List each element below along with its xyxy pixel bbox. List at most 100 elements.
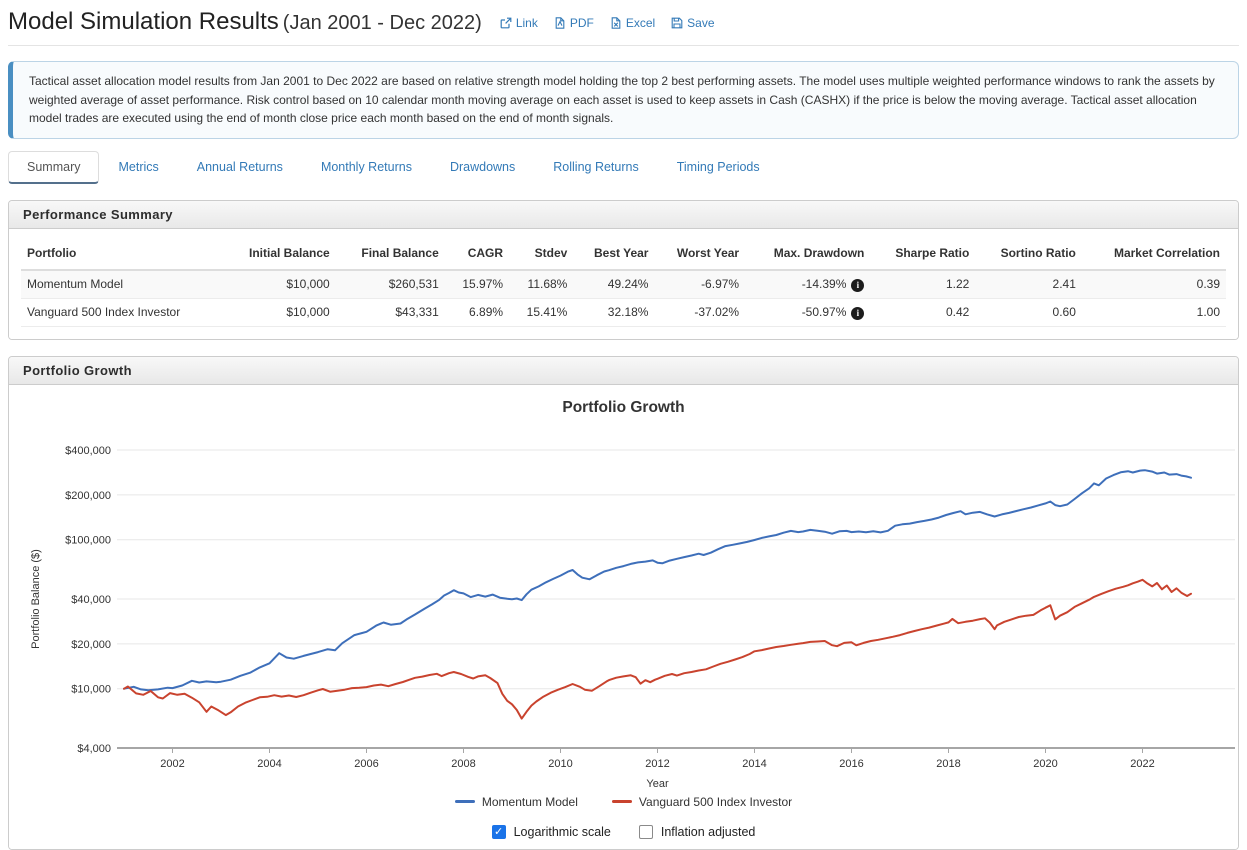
- model-description-box: Tactical asset allocation model results …: [8, 61, 1239, 139]
- portfolio-growth-body: Portfolio Growth $4,000 $10,000 $20,000 $40…: [9, 384, 1238, 849]
- x-tick-label: 2012: [645, 758, 669, 770]
- cell-sortino-ratio: 0.60: [975, 298, 1082, 327]
- pdf-action[interactable]: PDF: [554, 16, 594, 30]
- cell-value: 0.60: [1052, 305, 1076, 320]
- performance-summary-header: Performance Summary: [9, 200, 1238, 229]
- x-tick-label: 2002: [160, 758, 184, 770]
- cell-max-drawdown: -14.39% i: [745, 269, 871, 299]
- y-tick-label: $200,000: [65, 490, 111, 502]
- legend-item-momentum-model[interactable]: Momentum Model: [454, 794, 578, 809]
- tab-rolling-returns[interactable]: Rolling Returns: [553, 159, 639, 174]
- cell-portfolio: Vanguard 500 Index Investor: [21, 298, 223, 327]
- control-label: Inflation adjusted: [660, 824, 756, 839]
- cell-sharpe-ratio: 1.22: [870, 269, 976, 299]
- cell-value: $260,531: [388, 277, 439, 292]
- legend-dash-icon: [454, 800, 475, 804]
- page-header: Model Simulation Results (Jan 2001 - Dec …: [8, 6, 1239, 46]
- column-header-sortino-ratio: Sortino Ratio: [975, 236, 1082, 271]
- column-header-initial-balance: Initial Balance: [222, 236, 336, 271]
- excel-action[interactable]: Excel: [610, 16, 655, 30]
- control-logarithmic-scale[interactable]: ✓ Logarithmic scale: [491, 824, 611, 839]
- tab-drawdowns[interactable]: Drawdowns: [449, 159, 516, 174]
- legend-item-vanguard-500-index-investor[interactable]: Vanguard 500 Index Investor: [611, 795, 792, 809]
- checkbox-unchecked-icon[interactable]: [638, 824, 653, 839]
- cell-value: 1.22: [945, 277, 970, 292]
- x-axis-title: Year: [646, 778, 669, 790]
- link-action[interactable]: Link: [500, 16, 538, 30]
- model-description-text: Tactical asset allocation model results …: [29, 74, 1215, 126]
- series-line-vanguard-500-index-investor[interactable]: [122, 578, 1192, 720]
- cell-market-correlation: 1.00: [1081, 298, 1226, 327]
- cell-value: $10,000: [286, 305, 330, 320]
- y-tick-label: $40,000: [71, 594, 111, 606]
- x-tick-label: 2004: [257, 758, 281, 770]
- cell-sharpe-ratio: 0.42: [870, 298, 976, 327]
- cell-value: 2.41: [1052, 277, 1076, 292]
- cell-portfolio: Momentum Model: [21, 269, 223, 299]
- performance-summary-body: Portfolio Initial Balance Final Balance CAG…: [9, 228, 1238, 339]
- cell-best-year: 32.18%: [573, 298, 655, 327]
- cell-value: 32.18%: [607, 305, 649, 320]
- cell-value: -6.97%: [701, 277, 740, 292]
- pdf-file-icon: [554, 17, 566, 29]
- column-header-sharpe-ratio: Sharpe Ratio: [870, 236, 976, 271]
- control-inflation-adjusted[interactable]: Inflation adjusted: [638, 824, 756, 839]
- cell-value: 11.68%: [527, 277, 568, 292]
- save-action[interactable]: Save: [671, 16, 715, 30]
- y-axis-title: Portfolio Balance ($): [30, 549, 42, 649]
- cell-value: 0.42: [945, 305, 970, 320]
- tab-metrics[interactable]: Metrics: [118, 159, 159, 174]
- drawdown-info-icon[interactable]: i: [851, 306, 865, 320]
- portfolio-growth-header: Portfolio Growth: [9, 356, 1238, 385]
- cell-value: -14.39%: [801, 276, 847, 291]
- cell-sortino-ratio: 2.41: [975, 269, 1082, 299]
- chart-legend: Momentum Model Vanguard 500 Index Investo…: [9, 795, 1238, 809]
- save-icon: [671, 17, 683, 29]
- cell-value: 6.89%: [469, 305, 504, 320]
- column-header-max-drawdown: Max. Drawdown: [745, 236, 871, 271]
- y-tick-label: $4,000: [77, 743, 111, 755]
- x-tick-label: 2006: [354, 758, 378, 770]
- column-header-market-correlation: Market Correlation: [1081, 236, 1226, 271]
- drawdown-info-icon[interactable]: i: [851, 278, 865, 292]
- summary-table-body: Momentum Model $10,000 $260,531 15.97% 11.68…: [21, 269, 1226, 327]
- column-header-worst-year: Worst Year: [654, 236, 746, 271]
- x-tick-label: 2020: [1033, 758, 1057, 770]
- save-action-label: Save: [687, 16, 715, 30]
- chart-title: Portfolio Growth: [562, 398, 685, 416]
- table-row: Momentum Model $10,000 $260,531 15.97% 11.68…: [21, 269, 1226, 299]
- cell-value: -50.97%: [801, 304, 847, 319]
- cell-stdev: 11.68%: [509, 269, 574, 299]
- growth-chart-svg: $4,000 $10,000 $20,000 $40,000 $100,000 $200,…: [30, 445, 1235, 790]
- cell-value: 15.41%: [526, 305, 568, 320]
- excel-action-label: Excel: [625, 16, 656, 30]
- performance-summary-panel: Performance Summary Portfolio Initial Bal…: [8, 199, 1239, 340]
- x-tick-label: 2022: [1130, 758, 1154, 770]
- cell-value: -37.02%: [694, 305, 740, 320]
- portfolio-growth-panel: Portfolio Growth Portfolio Growth $4,000…: [8, 355, 1239, 850]
- tab-monthly-returns[interactable]: Monthly Returns: [320, 159, 412, 174]
- tab-annual-returns[interactable]: Annual Returns: [196, 159, 283, 174]
- legend-dash-icon: [611, 800, 632, 804]
- checkbox-checked-icon[interactable]: ✓: [491, 824, 506, 839]
- series-line-momentum-model[interactable]: [122, 468, 1192, 692]
- cell-value: Momentum Model: [27, 277, 124, 292]
- x-tick-label: 2016: [839, 758, 863, 770]
- external-link-icon: [500, 17, 512, 29]
- tab-timing-periods[interactable]: Timing Periods: [676, 159, 760, 174]
- cell-worst-year: -6.97%: [654, 269, 746, 299]
- header-actions: Link PDF Excel Save: [500, 16, 715, 30]
- cell-cagr: 15.97%: [444, 269, 510, 299]
- cell-initial-balance: $10,000: [222, 269, 336, 299]
- cell-final-balance: $260,531: [335, 269, 445, 299]
- tab-summary[interactable]: Summary: [8, 150, 100, 184]
- page-title: Model Simulation Results (Jan 2001 - Dec …: [8, 8, 482, 36]
- cell-value: 15.97%: [462, 277, 504, 292]
- legend-label: Momentum Model: [481, 794, 578, 809]
- page-title-text: Model Simulation Results: [8, 8, 279, 35]
- column-header-portfolio: Portfolio: [21, 236, 223, 271]
- x-tick-label: 2018: [936, 758, 960, 770]
- tabs: Summary Metrics Annual Returns Monthly Retu…: [8, 150, 1239, 184]
- cell-value: $10,000: [286, 277, 330, 292]
